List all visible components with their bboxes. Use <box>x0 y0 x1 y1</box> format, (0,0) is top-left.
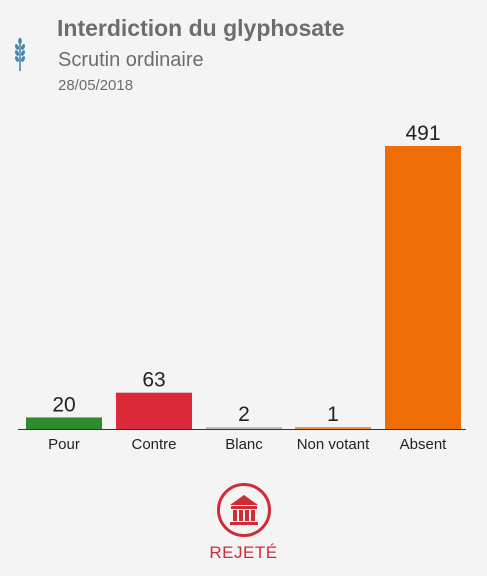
vote-results-chart: 20 Pour 63 Contre 2 Blanc 1 Non votant 491 Absent <box>0 110 487 460</box>
value-label-absent: 491 <box>405 122 440 145</box>
value-label-non-votant: 1 <box>327 403 339 426</box>
value-label-pour: 20 <box>52 393 75 416</box>
bar-chart: 20 Pour 63 Contre 2 Blanc 1 Non votant 491 Absent <box>18 122 466 453</box>
bar-contre <box>116 392 192 429</box>
vote-title: Interdiction du glyphosate <box>57 15 345 41</box>
bar-absent <box>385 146 461 429</box>
bar-pour <box>26 417 102 429</box>
result-label: REJETÉ <box>209 543 278 562</box>
category-label-pour: Pour <box>48 436 80 453</box>
category-label-blanc: Blanc <box>225 436 263 453</box>
vote-result: REJETÉ <box>0 478 487 568</box>
vote-type: Scrutin ordinaire <box>58 49 204 71</box>
category-label-absent: Absent <box>400 436 448 453</box>
category-label-contre: Contre <box>131 436 176 453</box>
bar-blanc <box>206 427 282 429</box>
vote-date: 28/05/2018 <box>58 77 134 94</box>
category-label-non-votant: Non votant <box>297 436 370 453</box>
vote-header: Interdiction du glyphosate Scrutin ordin… <box>0 0 487 110</box>
value-label-contre: 63 <box>142 369 165 392</box>
value-label-blanc: 2 <box>238 403 250 426</box>
bar-non-votant <box>295 427 371 429</box>
wheat-icon <box>14 37 26 71</box>
parliament-building-icon <box>217 483 271 537</box>
